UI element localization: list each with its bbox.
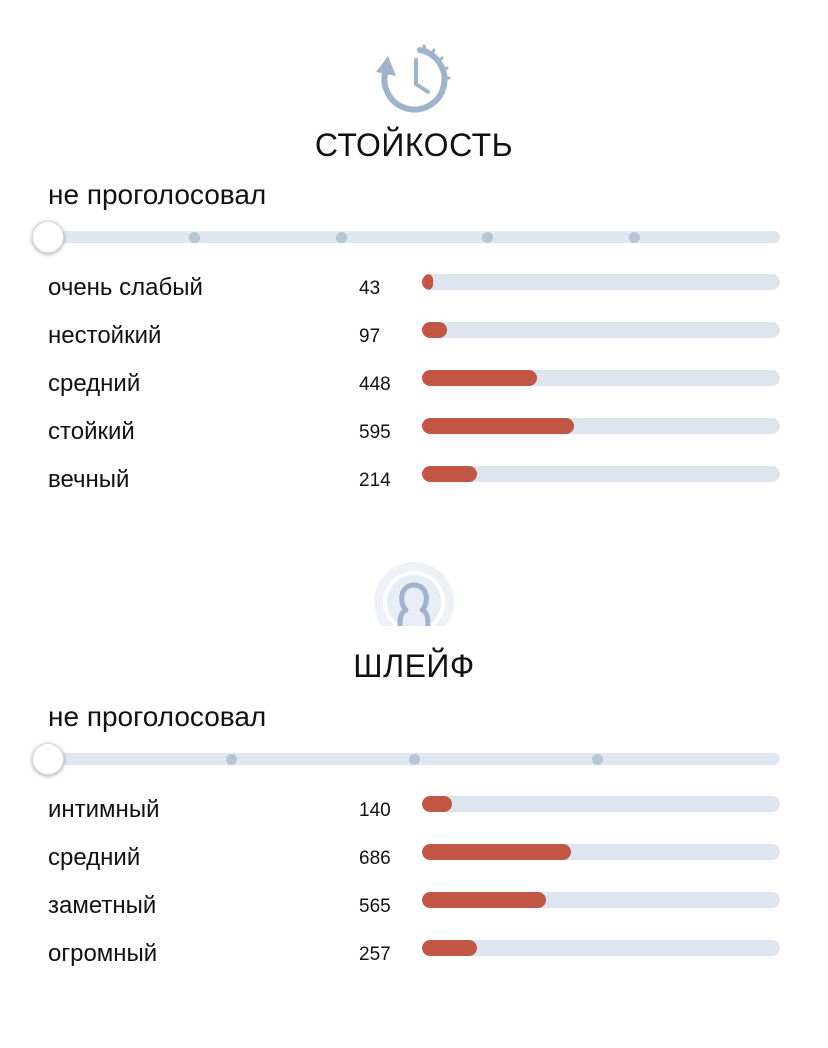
result-label: нестойкий bbox=[48, 322, 162, 349]
slider-track[interactable] bbox=[48, 231, 780, 243]
result-row: средний 686 bbox=[0, 844, 828, 892]
result-label: огромный bbox=[48, 940, 158, 967]
result-bar-fill bbox=[422, 322, 448, 338]
result-count: 257 bbox=[359, 944, 391, 965]
sillage-title: ШЛЕЙФ bbox=[353, 648, 475, 684]
result-bar-fill bbox=[422, 466, 478, 482]
result-label: средний bbox=[48, 844, 141, 871]
result-count: 140 bbox=[359, 800, 391, 821]
result-count: 565 bbox=[359, 896, 391, 917]
result-row: средний 448 bbox=[0, 370, 828, 418]
result-bar bbox=[422, 466, 780, 482]
result-row: вечный 214 bbox=[0, 466, 828, 514]
result-bar bbox=[422, 418, 780, 434]
sillage-vote-status: не проголосовал bbox=[48, 701, 267, 732]
result-row: нестойкий 97 bbox=[0, 322, 828, 370]
result-row: заметный 565 bbox=[0, 892, 828, 940]
result-bar bbox=[422, 940, 780, 956]
result-label: интимный bbox=[48, 796, 160, 823]
result-bar bbox=[422, 274, 780, 290]
slider-stop[interactable] bbox=[409, 754, 420, 765]
person-aura-icon bbox=[0, 560, 828, 634]
result-row: интимный 140 bbox=[0, 796, 828, 844]
result-label: заметный bbox=[48, 892, 157, 919]
result-bar bbox=[422, 844, 780, 860]
result-count: 214 bbox=[359, 470, 391, 491]
longevity-slider[interactable] bbox=[32, 221, 780, 253]
slider-stop[interactable] bbox=[592, 754, 603, 765]
result-bar-fill bbox=[422, 796, 453, 812]
result-label: очень слабый bbox=[48, 274, 203, 301]
result-bar-fill bbox=[422, 274, 433, 290]
result-bar bbox=[422, 370, 780, 386]
slider-stop[interactable] bbox=[628, 232, 640, 243]
slider-stop[interactable] bbox=[482, 232, 494, 243]
result-bar bbox=[422, 892, 780, 908]
slider-stop[interactable] bbox=[226, 754, 237, 765]
result-bar bbox=[422, 796, 780, 812]
slider-thumb[interactable] bbox=[32, 221, 64, 253]
result-count: 448 bbox=[359, 374, 391, 395]
clock-refresh-icon bbox=[0, 40, 828, 120]
result-row: очень слабый 43 bbox=[0, 274, 828, 322]
result-count: 97 bbox=[359, 326, 381, 347]
result-label: вечный bbox=[48, 466, 130, 493]
longevity-vote-status: не проголосовал bbox=[48, 179, 267, 210]
result-bar-fill bbox=[422, 844, 571, 860]
sillage-slider[interactable] bbox=[32, 743, 780, 775]
slider-stop[interactable] bbox=[189, 232, 201, 243]
result-row: стойкий 595 bbox=[0, 418, 828, 466]
result-count: 595 bbox=[359, 422, 391, 443]
result-bar-fill bbox=[422, 940, 478, 956]
result-row: огромный 257 bbox=[0, 940, 828, 988]
slider-thumb[interactable] bbox=[32, 743, 64, 775]
result-bar bbox=[422, 322, 780, 338]
result-bar-fill bbox=[422, 892, 546, 908]
result-count: 43 bbox=[359, 278, 381, 299]
result-label: средний bbox=[48, 370, 141, 397]
result-count: 686 bbox=[359, 848, 391, 869]
result-label: стойкий bbox=[48, 418, 135, 445]
result-bar-fill bbox=[422, 370, 537, 386]
slider-stop[interactable] bbox=[335, 232, 347, 243]
longevity-title: СТОЙКОСТЬ bbox=[314, 127, 514, 163]
result-bar-fill bbox=[422, 418, 575, 434]
